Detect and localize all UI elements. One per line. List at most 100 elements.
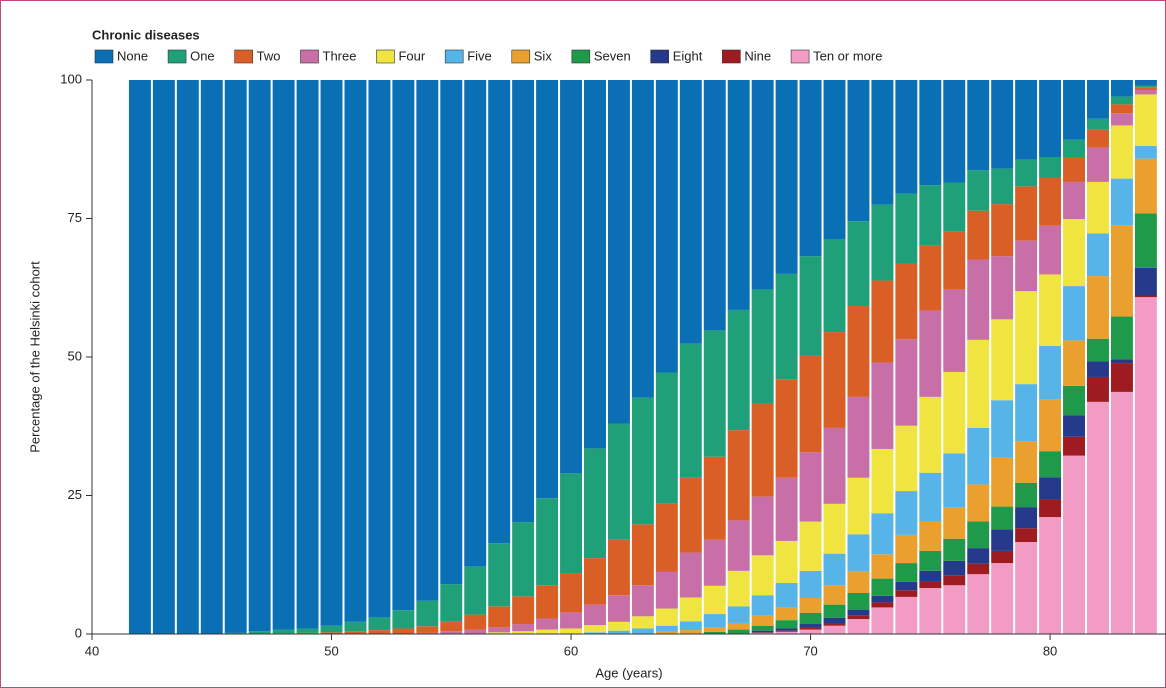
bar-segment [871, 362, 894, 449]
bar-segment [727, 520, 750, 571]
y-axis-label: Percentage of the Helsinki cohort [27, 261, 42, 453]
bar-segment [847, 571, 870, 594]
bar-segment [679, 80, 702, 344]
bar-segment [631, 628, 654, 634]
bar-segment [991, 204, 1014, 257]
bar-segment [512, 80, 535, 523]
x-tick-label: 80 [1043, 643, 1057, 658]
bar-segment [823, 332, 846, 428]
bar-segment [703, 539, 726, 586]
y-tick-label: 75 [68, 210, 82, 225]
bar-segment [296, 632, 319, 634]
bar-segment [847, 609, 870, 616]
bar-segment [847, 615, 870, 620]
legend-swatch [94, 49, 114, 64]
bar-segment [919, 570, 942, 582]
bar-segment [967, 170, 990, 211]
bar-segment [727, 622, 750, 630]
bar-segment [943, 453, 966, 508]
bar-segment [1087, 376, 1109, 402]
bar-segment [703, 585, 726, 615]
bar-segment [871, 513, 894, 555]
bar-segment [440, 80, 463, 585]
bar-segment [1039, 517, 1062, 634]
bar-segment [488, 632, 511, 634]
bar-segment [584, 448, 606, 559]
bar-segment [1087, 147, 1109, 182]
bar-segment [895, 534, 918, 564]
bar-segment [392, 628, 415, 634]
bar-segment [560, 628, 583, 634]
bar-segment [607, 595, 630, 622]
legend-swatch [234, 49, 253, 64]
bar-segment [751, 632, 774, 634]
bar-segment [1087, 338, 1109, 362]
bar-segment [1110, 104, 1133, 114]
bar-segment [775, 379, 798, 478]
bar-segment [727, 309, 750, 431]
bar-segment [895, 80, 918, 194]
bar-segment [488, 543, 511, 607]
bar-segment [679, 630, 702, 634]
bar-segment [1039, 157, 1062, 178]
bar-segment [727, 80, 750, 310]
bar-segment [488, 606, 511, 628]
bar-segment [751, 615, 774, 626]
legend-label: Six [534, 48, 553, 63]
bar-segment [655, 625, 678, 632]
bar-segment [416, 600, 439, 627]
bar-segment [607, 423, 630, 540]
bar-segment [1134, 267, 1157, 296]
bar-segment [1063, 415, 1086, 437]
bar-segment [871, 80, 894, 205]
bar-segment [847, 306, 870, 397]
bar-segment [823, 617, 846, 624]
bar-segment [1039, 477, 1062, 500]
bar-segment [1039, 399, 1062, 452]
bar-segment [823, 604, 846, 618]
legend-label: Eight [673, 48, 703, 63]
bar-segment [967, 427, 990, 485]
bar-segment [871, 595, 894, 603]
bar-segment [919, 550, 942, 571]
bar-segment [895, 563, 918, 582]
bar-segment [416, 632, 439, 634]
bar-segment [1134, 297, 1157, 634]
bar-segment [991, 563, 1014, 634]
bar-segment [967, 80, 990, 171]
bar-segment [512, 624, 535, 632]
legend-swatch [722, 49, 741, 64]
x-tick-label: 60 [564, 643, 578, 658]
bar-segment [991, 529, 1014, 551]
y-tick-label: 50 [68, 348, 82, 363]
bar-segment [440, 621, 463, 632]
bar-segment [1063, 80, 1086, 140]
bar-segment [895, 425, 918, 492]
bar-segment [560, 573, 583, 613]
bar-segment [679, 343, 702, 478]
bar-segment [1039, 345, 1062, 400]
bar-segment [919, 472, 942, 521]
bar-segment [368, 80, 391, 618]
bar-segment [1039, 274, 1062, 346]
bar-segment [1015, 186, 1038, 241]
bar-segment [464, 629, 487, 634]
bar-segment [464, 614, 487, 630]
bar-segment [823, 623, 846, 626]
bar-segment [655, 631, 678, 634]
bar-segment [799, 629, 822, 634]
bar-segment [799, 570, 822, 598]
bar-segment [943, 507, 966, 539]
bar-segment [871, 578, 894, 596]
legend-label: Two [257, 48, 281, 63]
bar-segment [703, 631, 726, 634]
bar-segment [703, 627, 726, 632]
bar-segment [991, 400, 1014, 458]
legend-swatch [571, 49, 591, 64]
bar-segment [296, 80, 319, 629]
bar-segment [464, 566, 487, 615]
legend-swatch [511, 49, 531, 64]
bar-segment [1063, 286, 1086, 341]
